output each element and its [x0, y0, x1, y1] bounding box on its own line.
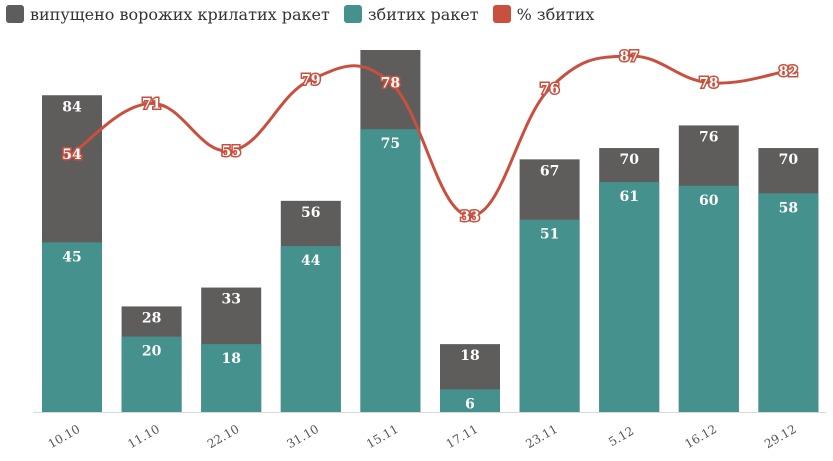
bar-shot-down [42, 242, 102, 412]
percent-point-label: 76 [540, 82, 559, 98]
bar-shot-down [758, 193, 819, 412]
bar-shot-down [201, 344, 262, 412]
x-tick-label: 10.10 [46, 422, 83, 451]
bar-label-launched: 28 [142, 310, 161, 326]
legend-item-launched: випущено ворожих крилатих ракет [6, 5, 330, 24]
legend-label-launched: випущено ворожих крилатих ракет [30, 4, 330, 24]
bar-shot-down [519, 219, 580, 412]
bar-label-launched: 84 [62, 99, 82, 115]
bar-label-shot-down: 51 [540, 227, 559, 243]
percent-line [71, 54, 789, 218]
bar-label-launched: 56 [301, 205, 320, 221]
x-tick-label: 5.12 [606, 424, 636, 449]
bar-label-shot-down: 58 [779, 200, 798, 216]
percent-point-label: 82 [779, 64, 798, 80]
x-tick-label: 31.10 [284, 422, 321, 451]
legend-swatch-launched [6, 5, 24, 23]
legend-label-percent: % збитих [516, 4, 595, 24]
x-tick-label: 11.10 [125, 422, 162, 451]
x-tick-label: 16.12 [682, 422, 719, 451]
legend-swatch-shot-down [343, 5, 362, 23]
x-tick-label: 23.11 [523, 422, 560, 451]
bar-label-shot-down: 44 [301, 253, 321, 269]
bar-label-shot-down: 6 [465, 396, 475, 412]
legend-swatch-percent [492, 5, 511, 23]
bar-label-shot-down: 60 [699, 193, 719, 209]
percent-point-label: 78 [699, 76, 718, 92]
percent-point-label: 54 [62, 147, 82, 163]
bar-label-shot-down: 61 [619, 189, 638, 205]
percent-point-label: 55 [221, 144, 240, 160]
percent-point-label: 79 [301, 73, 320, 89]
bar-label-launched: 70 [619, 152, 639, 168]
x-tick-label: 22.10 [205, 422, 242, 451]
bar-label-launched: 67 [540, 163, 559, 179]
bar-label-launched: 76 [699, 129, 718, 145]
bar-label-launched: 33 [221, 292, 240, 308]
bar-label-shot-down: 20 [142, 344, 162, 360]
bar-shot-down [678, 185, 739, 412]
percent-point-label: 33 [460, 209, 479, 225]
legend-label-shot-down: збитих ракет [367, 4, 479, 24]
bar-label-shot-down: 18 [221, 351, 240, 367]
x-tick-label: 17.11 [444, 422, 481, 451]
bar-label-launched: 70 [779, 152, 799, 168]
bar-shot-down [599, 181, 660, 412]
legend: випущено ворожих крилатих ракет збитих р… [6, 3, 594, 25]
x-tick-label: 15.11 [364, 422, 401, 451]
legend-item-shot-down: збитих ракет [343, 4, 479, 24]
bar-label-launched: 18 [460, 348, 479, 364]
x-tick-label: 29.12 [762, 422, 799, 451]
percent-point-label: 78 [381, 76, 400, 92]
percent-point-label: 87 [619, 49, 638, 65]
legend-item-percent: % збитих [492, 4, 595, 24]
bar-label-shot-down: 45 [62, 249, 81, 265]
bar-shot-down [280, 246, 341, 412]
bar-shot-down [121, 336, 182, 412]
bar-shot-down [360, 129, 421, 412]
bar-label-shot-down: 75 [381, 136, 400, 152]
percent-point-label: 71 [142, 96, 161, 112]
bar-shot-down [440, 389, 500, 412]
